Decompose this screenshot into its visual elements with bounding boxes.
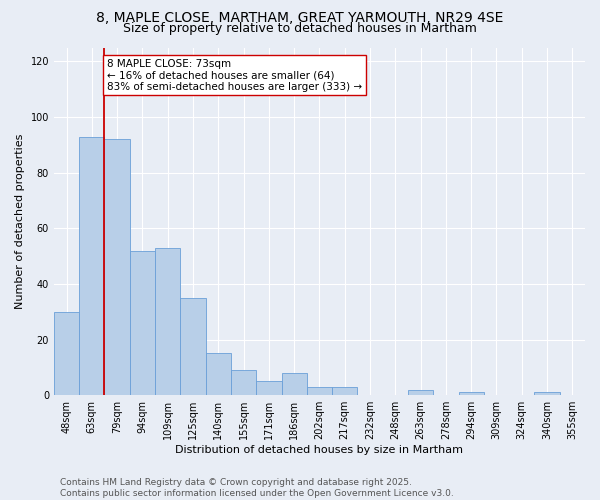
Text: 8, MAPLE CLOSE, MARTHAM, GREAT YARMOUTH, NR29 4SE: 8, MAPLE CLOSE, MARTHAM, GREAT YARMOUTH,… [97, 11, 503, 25]
Bar [155, 248, 181, 395]
Bar [307, 387, 332, 395]
X-axis label: Distribution of detached houses by size in Martham: Distribution of detached houses by size … [175, 445, 463, 455]
Bar [206, 354, 231, 395]
Bar [130, 250, 155, 395]
Y-axis label: Number of detached properties: Number of detached properties [15, 134, 25, 309]
Bar [181, 298, 206, 395]
Bar [54, 312, 79, 395]
Text: 8 MAPLE CLOSE: 73sqm
← 16% of detached houses are smaller (64)
83% of semi-detac: 8 MAPLE CLOSE: 73sqm ← 16% of detached h… [107, 58, 362, 92]
Bar [535, 392, 560, 395]
Bar [332, 387, 358, 395]
Bar [256, 382, 281, 395]
Text: Contains HM Land Registry data © Crown copyright and database right 2025.
Contai: Contains HM Land Registry data © Crown c… [60, 478, 454, 498]
Bar [104, 140, 130, 395]
Bar [231, 370, 256, 395]
Text: Size of property relative to detached houses in Martham: Size of property relative to detached ho… [123, 22, 477, 35]
Bar [281, 373, 307, 395]
Bar [458, 392, 484, 395]
Bar [408, 390, 433, 395]
Bar [79, 136, 104, 395]
